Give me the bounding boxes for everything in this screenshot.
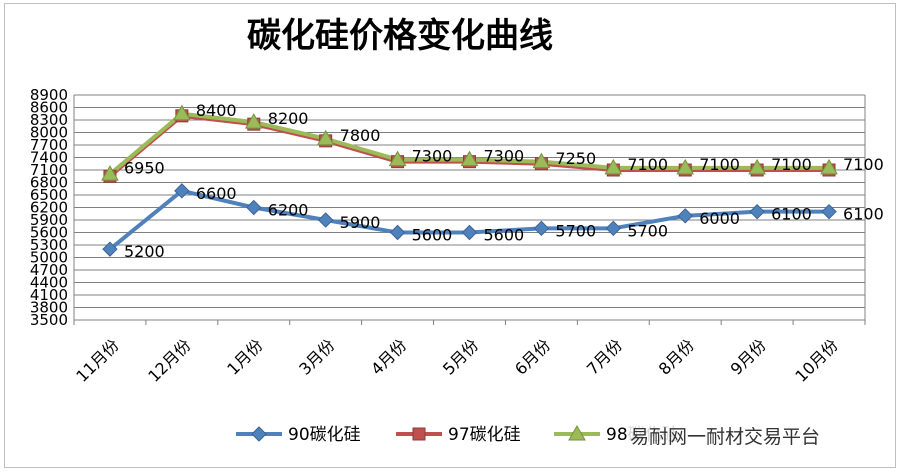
- y-tick-label: 4100: [30, 286, 68, 304]
- data-point: [174, 183, 190, 199]
- x-tick-label: 4月份: [367, 335, 410, 378]
- data-point: [389, 224, 406, 241]
- data-label: 8200: [268, 109, 309, 128]
- data-label: 7800: [340, 126, 381, 145]
- data-label: 7100: [699, 155, 740, 174]
- data-point: [317, 212, 334, 228]
- data-point: [388, 150, 407, 167]
- data-label: 5200: [124, 242, 165, 261]
- data-label: 6100: [843, 205, 884, 224]
- chart-title: 碳化硅价格变化曲线: [247, 16, 553, 56]
- x-tick-label: 1月份: [223, 335, 266, 378]
- data-point: [102, 241, 118, 257]
- data-point: [246, 199, 262, 216]
- watermark-text: 易耐网一耐材交易平台: [628, 422, 823, 449]
- y-tick-label: 8900: [30, 86, 68, 104]
- x-tick-label: 11月份: [72, 335, 122, 385]
- data-label: 6200: [268, 201, 309, 220]
- data-point: [533, 220, 550, 237]
- legend-marker: [568, 424, 586, 441]
- y-tick-label: 8000: [30, 124, 68, 142]
- y-tick-label: 8600: [30, 99, 68, 117]
- x-tick-label: 12月份: [144, 335, 194, 385]
- data-point: [173, 104, 191, 121]
- data-point: [532, 152, 551, 169]
- data-point: [604, 158, 623, 175]
- legend-label: 90碳化硅: [288, 425, 361, 445]
- y-tick-label: 8300: [30, 111, 68, 129]
- x-tick-label: 5月份: [439, 335, 482, 378]
- y-tick-label: 3800: [30, 299, 68, 317]
- data-label: 6000: [699, 209, 740, 228]
- y-tick-label: 7100: [30, 161, 68, 179]
- data-label: 5600: [412, 226, 453, 245]
- data-label: 6600: [196, 184, 237, 203]
- data-point: [316, 129, 335, 146]
- y-tick-label: 5900: [30, 211, 68, 229]
- data-label: 7100: [627, 155, 668, 174]
- data-point: [821, 203, 837, 220]
- data-label: 7100: [843, 155, 884, 174]
- data-label: 7300: [412, 147, 453, 166]
- data-point: [749, 203, 765, 220]
- data-label: 6950: [124, 158, 165, 177]
- x-tick-label: 3月份: [295, 335, 338, 378]
- data-point: [676, 158, 695, 175]
- x-tick-label: 7月份: [583, 335, 626, 378]
- x-tick-label: 8月份: [655, 335, 698, 378]
- data-point: [101, 165, 119, 181]
- data-point: [748, 158, 766, 175]
- y-tick-label: 6800: [30, 174, 68, 192]
- y-tick-label: 4400: [30, 274, 68, 292]
- data-label: 6100: [771, 205, 812, 224]
- data-point: [460, 150, 479, 167]
- x-tick-label: 6月份: [511, 335, 554, 378]
- data-label: 5600: [484, 226, 525, 245]
- y-tick-label: 4700: [30, 261, 68, 279]
- data-point: [677, 208, 693, 224]
- legend-marker: [412, 427, 426, 441]
- y-tick-label: 3500: [30, 311, 68, 329]
- data-point: [461, 224, 478, 241]
- data-label: 7300: [484, 147, 525, 166]
- data-label: 5700: [627, 221, 668, 240]
- data-label: 7250: [555, 149, 596, 168]
- data-point: [820, 158, 838, 175]
- data-point: [244, 113, 263, 129]
- legend-marker: [251, 426, 267, 442]
- y-tick-label: 5000: [30, 249, 68, 267]
- y-tick-label: 7400: [30, 149, 68, 167]
- y-tick-label: 7700: [30, 136, 68, 154]
- data-label: 5700: [555, 221, 596, 240]
- y-tick-label: 5300: [30, 236, 68, 254]
- y-tick-label: 6200: [30, 199, 68, 217]
- y-tick-label: 5600: [30, 224, 68, 242]
- data-label: 5900: [340, 213, 381, 232]
- x-tick-label: 10月份: [791, 335, 841, 385]
- data-label: 8400: [196, 101, 237, 120]
- data-label: 7100: [771, 155, 812, 174]
- y-tick-label: 6500: [30, 186, 68, 204]
- data-point: [605, 220, 622, 237]
- chart-frame: [4, 3, 896, 468]
- legend-label: 97碳化硅: [448, 425, 521, 445]
- x-tick-label: 9月份: [727, 335, 770, 378]
